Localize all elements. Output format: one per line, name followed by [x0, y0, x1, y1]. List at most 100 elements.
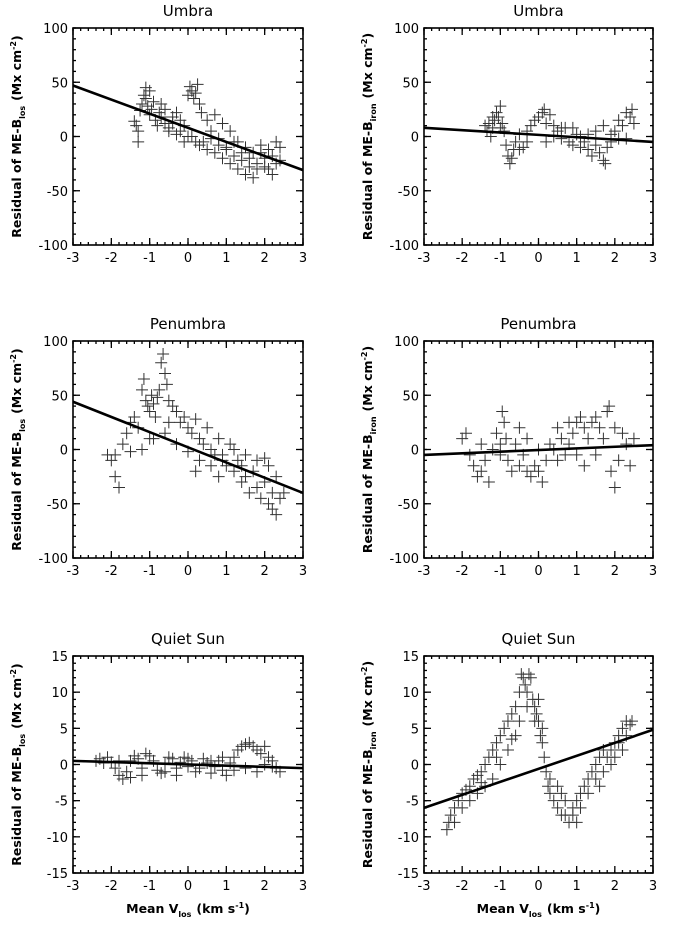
x-tick-label: 3 [299, 879, 307, 894]
data-point [258, 758, 271, 771]
data-point [228, 751, 240, 764]
x-tick-label: -2 [105, 564, 118, 579]
data-point [540, 765, 553, 778]
fit-line [423, 443, 654, 457]
data-point [266, 486, 279, 499]
x-tick-label: -2 [105, 879, 118, 894]
y-label-close: ) [9, 663, 24, 669]
y-label-unit: (Mx cm [360, 47, 375, 98]
data-point [475, 765, 488, 778]
data-point [540, 454, 553, 467]
data-point [505, 152, 518, 165]
data-point [566, 809, 579, 822]
data-point [524, 671, 537, 684]
data-point [143, 432, 156, 445]
data-point [116, 438, 129, 451]
data-point [157, 348, 170, 361]
data-point [555, 121, 568, 134]
data-point [182, 130, 194, 143]
data-point [149, 410, 162, 423]
data-point [182, 752, 194, 765]
data-point [589, 758, 602, 771]
y-label-exponent: -2 [360, 667, 369, 676]
data-point [532, 693, 545, 706]
y-label-unit: (Mx cm [9, 363, 24, 414]
data-point [191, 78, 204, 91]
data-point [513, 143, 526, 156]
data-point [500, 432, 513, 445]
scatter-series [101, 348, 290, 521]
data-point [486, 744, 499, 757]
data-point [593, 146, 606, 159]
y-tick-label: -5 [406, 795, 419, 810]
y-tick-label: -15 [398, 867, 419, 882]
y-tick-label: -100 [38, 239, 68, 254]
data-point [624, 110, 637, 123]
data-point [582, 787, 595, 800]
y-label-subscript: iron [369, 731, 378, 749]
data-point [475, 465, 488, 478]
data-point [513, 421, 526, 434]
data-point [201, 143, 214, 156]
data-point [494, 758, 507, 771]
data-point [189, 135, 202, 148]
data-point [620, 438, 633, 451]
x-label-unit: (km s [547, 901, 586, 916]
data-point [262, 459, 275, 472]
y-tick-label: 0 [411, 759, 419, 774]
data-point [496, 405, 509, 418]
data-point [608, 421, 621, 434]
data-point [440, 823, 453, 836]
x-tick-label: 2 [611, 879, 619, 894]
data-point [543, 772, 556, 785]
data-point [136, 443, 148, 456]
panel-1: Umbra -3 -2 -1 0 1 2 3 -100 -50 0 50 100 Residual of … [9, 2, 307, 266]
fit-line [423, 126, 654, 144]
data-point [540, 117, 553, 130]
data-point [113, 481, 125, 494]
x-tick-label: -2 [105, 251, 118, 266]
data-point [593, 780, 606, 793]
y-tick-label: -10 [398, 831, 419, 846]
data-point [559, 794, 572, 807]
data-point [136, 383, 148, 396]
x-label-close: ) [595, 901, 601, 916]
x-tick-label: -3 [418, 564, 431, 579]
data-point [201, 421, 214, 434]
y-tick-label: 5 [411, 722, 419, 737]
data-point [589, 139, 602, 152]
data-point [521, 700, 534, 713]
data-point [505, 733, 518, 746]
y-label-exponent: -2 [9, 669, 18, 678]
scatter-series [440, 668, 639, 836]
data-point [551, 421, 564, 434]
data-point [216, 152, 229, 165]
x-tick-label: 1 [222, 251, 230, 266]
y-label-close: ) [360, 33, 375, 39]
data-point [220, 769, 233, 782]
data-point [139, 394, 152, 407]
y-axis-label: Residual of ME-Biron (Mx cm-2) [360, 346, 378, 553]
data-point [627, 432, 640, 445]
y-tick-label: 50 [402, 389, 419, 404]
data-point [490, 736, 503, 749]
data-point [578, 780, 591, 793]
x-tick-label: 2 [261, 564, 269, 579]
data-point [555, 787, 568, 800]
y-label-close: ) [360, 661, 375, 667]
scatter-series [90, 736, 286, 785]
data-point [501, 715, 514, 728]
data-point [551, 780, 564, 793]
data-point [120, 427, 133, 440]
y-label-main: Residual of ME-B [9, 119, 24, 238]
x-tick-label: 0 [534, 564, 542, 579]
y-label-unit: (Mx cm [9, 50, 24, 101]
data-point [251, 454, 263, 467]
data-point [243, 486, 256, 499]
data-point [270, 470, 283, 483]
x-tick-label: 0 [184, 564, 192, 579]
data-point [555, 132, 568, 145]
x-tick-label: -1 [494, 251, 507, 266]
y-axis-label: Residual of ME-Blos (Mx cm-2) [9, 348, 27, 550]
data-point [543, 787, 556, 800]
